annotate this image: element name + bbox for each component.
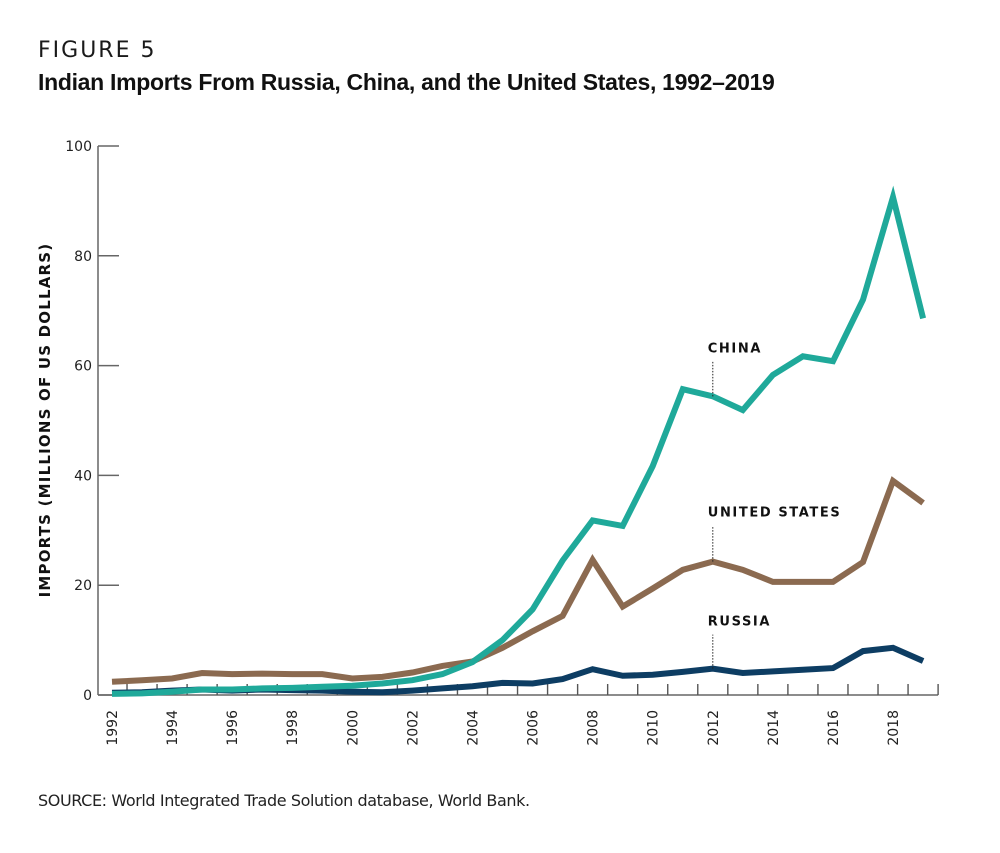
x-tick-label: 1998: [285, 710, 301, 746]
y-tick-label: 100: [65, 139, 92, 155]
x-tick-label: 1994: [165, 710, 181, 746]
x-tick-label: 2006: [526, 710, 542, 746]
source-note: SOURCE: World Integrated Trade Solution …: [38, 791, 530, 810]
x-tick-label: 2016: [826, 710, 842, 746]
x-tick-label: 2018: [886, 710, 902, 746]
y-tick-label: 0: [83, 688, 92, 704]
x-tick-label: 2012: [706, 710, 722, 746]
x-tick-label: 2008: [586, 710, 602, 746]
y-tick-label: 20: [74, 578, 92, 594]
y-tick-label: 60: [74, 359, 92, 375]
x-tick-label: 2004: [465, 710, 481, 746]
figure-label: FIGURE 5: [38, 38, 157, 63]
y-tick-label: 40: [74, 468, 92, 484]
series-labels: CHINA UNITED STATES RUSSIA: [708, 341, 842, 669]
x-tick-label: 1992: [105, 710, 121, 746]
series-line-china: [111, 185, 927, 697]
x-tick-label: 2000: [345, 710, 361, 746]
y-axis-label: IMPORTS (MILLIONS OF US DOLLARS): [36, 243, 54, 598]
x-tick-label: 2014: [766, 710, 782, 746]
x-tick-label: 1996: [225, 710, 241, 746]
y-tick-label: 80: [74, 249, 92, 265]
series-label-united-states: UNITED STATES: [708, 506, 842, 521]
series-line-russia: [111, 644, 925, 696]
x-tick-label: 2002: [405, 710, 421, 746]
x-tick-label: 2010: [646, 710, 662, 746]
series-line-united-states: [111, 476, 925, 685]
series-lines: [111, 185, 927, 697]
y-axis: 0 20 40 60 80 100: [65, 139, 119, 704]
chart-title: Indian Imports From Russia, China, and t…: [38, 69, 775, 95]
series-label-china: CHINA: [708, 341, 762, 356]
series-label-russia: RUSSIA: [708, 615, 771, 630]
